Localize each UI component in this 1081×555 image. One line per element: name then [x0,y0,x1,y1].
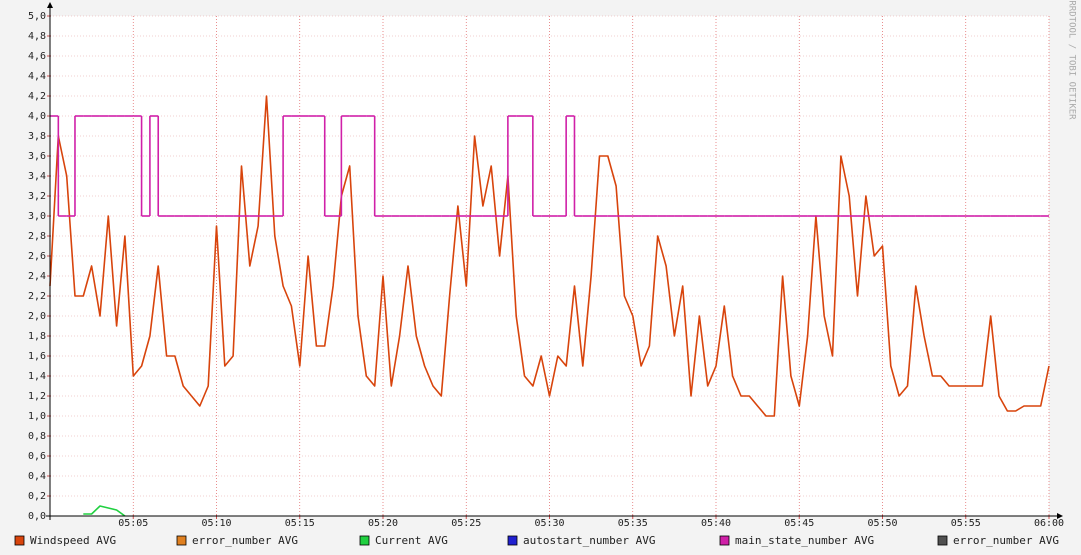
legend-label: error_number AVG [192,534,298,547]
x-tick-label: 05:35 [618,518,648,529]
legend-swatch [719,535,730,546]
y-tick-label: 1,8 [28,331,46,342]
series-line [49,95,1050,417]
y-tick-label: 1,0 [28,411,46,422]
y-tick-label: 0,2 [28,491,46,502]
y-tick-label: 2,8 [28,231,46,242]
y-tick-label: 1,4 [28,371,46,382]
x-axis-arrow [1057,513,1063,519]
y-tick-label: 5,0 [28,11,46,22]
y-tick-label: 0,8 [28,431,46,442]
legend-label: error_number AVG [953,534,1059,547]
x-tick-label: 05:55 [951,518,981,529]
x-tick-label: 05:10 [201,518,231,529]
y-tick-label: 4,8 [28,31,46,42]
legend-swatch [359,535,370,546]
legend-label: Windspeed AVG [30,534,116,547]
series-line [83,505,126,517]
y-tick-label: 2,2 [28,291,46,302]
legend-swatch [14,535,25,546]
watermark: RRDTOOL / TOBI OETIKER [1067,0,1077,120]
y-tick-label: 1,2 [28,391,46,402]
y-tick-label: 1,6 [28,351,46,362]
legend-swatch [507,535,518,546]
y-tick-label: 4,0 [28,111,46,122]
x-tick-label: 05:50 [867,518,897,529]
y-axis-arrow [47,2,53,8]
x-tick-label: 05:05 [118,518,148,529]
y-tick-label: 3,2 [28,191,46,202]
x-tick-label: 05:30 [534,518,564,529]
y-tick-label: 2,4 [28,271,46,282]
y-tick-label: 3,8 [28,131,46,142]
legend-label: autostart_number AVG [523,534,655,547]
y-tick-label: 0,4 [28,471,46,482]
legend-swatch [937,535,948,546]
x-tick-label: 05:25 [451,518,481,529]
y-tick-label: 3,6 [28,151,46,162]
y-tick-label: 4,2 [28,91,46,102]
x-tick-label: 05:40 [701,518,731,529]
y-tick-label: 3,0 [28,211,46,222]
y-tick-label: 4,4 [28,71,46,82]
y-tick-label: 2,0 [28,311,46,322]
y-tick-label: 4,6 [28,51,46,62]
x-tick-label: 05:45 [784,518,814,529]
y-tick-label: 2,6 [28,251,46,262]
y-tick-label: 0,0 [28,511,46,522]
x-tick-label: 05:15 [285,518,315,529]
legend-label: main_state_number AVG [735,534,874,547]
legend-swatch [176,535,187,546]
legend-label: Current AVG [375,534,448,547]
y-tick-label: 0,6 [28,451,46,462]
x-tick-label: 05:20 [368,518,398,529]
y-tick-label: 3,4 [28,171,46,182]
x-tick-label: 06:00 [1034,518,1064,529]
